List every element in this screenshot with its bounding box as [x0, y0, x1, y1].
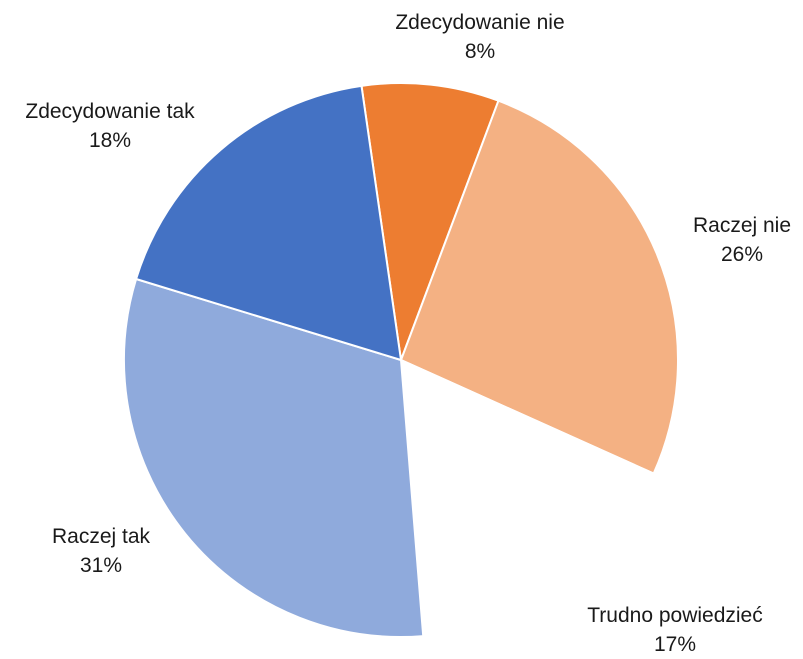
pie-slice-raczej-tak — [122, 278, 425, 638]
slice-percent: 17% — [653, 633, 697, 656]
slice-label-raczej-nie: Raczej nie 26% — [693, 211, 791, 269]
slice-percent: 26% — [720, 243, 764, 266]
pie-slice-zdecydowanie-tak — [135, 84, 402, 361]
slice-name: Raczej nie — [692, 214, 792, 237]
pie-slice-zdecydowanie-nie — [360, 82, 500, 361]
slice-name: Zdecydowanie tak — [25, 100, 195, 123]
slice-name: Raczej tak — [51, 525, 151, 548]
slice-label-zdecydowanie-nie: Zdecydowanie nie 8% — [395, 8, 564, 66]
slice-label-trudno-powiedziec: Trudno powiedzieć 17% — [587, 601, 763, 659]
slice-label-raczej-tak: Raczej tak 31% — [52, 522, 150, 580]
pie-slice-trudno-powiedziec — [400, 359, 655, 638]
slice-name: Zdecydowanie nie — [395, 11, 565, 34]
pie-slice-raczej-nie — [400, 99, 679, 475]
slice-percent: 31% — [79, 554, 123, 577]
slice-label-zdecydowanie-tak: Zdecydowanie tak 18% — [25, 97, 194, 155]
slice-percent: 8% — [464, 40, 496, 63]
slice-name: Trudno powiedzieć — [587, 604, 763, 627]
slice-percent: 18% — [88, 129, 132, 152]
